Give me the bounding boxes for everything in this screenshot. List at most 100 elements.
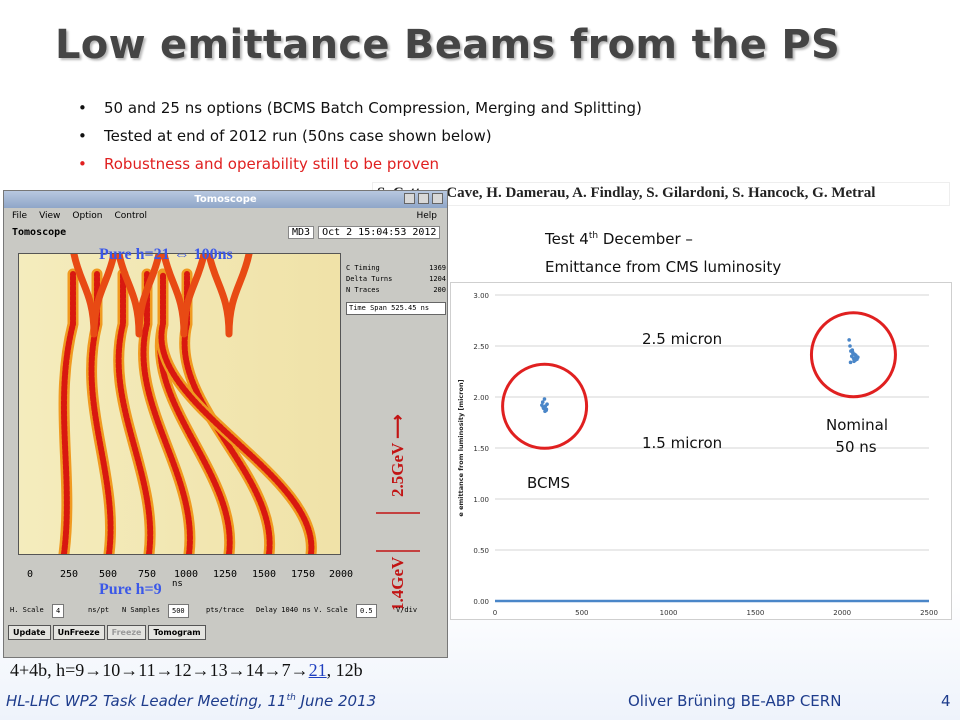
footer-left-post: June 2013 [295,692,377,710]
info-row: C Timing 1369 [346,263,446,274]
timestamp-field: Oct 2 15:04:53 2012 [318,226,441,239]
info-panel: C Timing 1369 Delta Turns 1204 N Traces 200… [346,263,446,315]
trace-core [61,271,76,557]
maximize-icon[interactable] [418,193,429,204]
x-tick-label: 500 [575,609,588,617]
menu-file[interactable]: File [12,211,28,221]
y-tick-label: 1.50 [473,445,489,453]
h-scale-select[interactable]: 4 [52,604,65,618]
annotation-lower: 1.5 micron [642,434,723,452]
sequence-link[interactable]: 21 [308,660,327,680]
annotation-nominal-line1: Nominal [826,416,889,434]
footer-left-sup: th [286,693,296,703]
annotation-nominal: Nominal 50 ns [826,416,889,456]
trace-core [115,271,154,557]
test-title-post: December – [598,230,693,248]
trace-core [140,271,193,557]
x-tick: 2000 [328,569,354,580]
sequence-text: 4+4b, h=9→10→11→12→13→14→7→ [10,660,309,680]
x-tick: 0 [26,569,34,580]
tomogram-plot [18,250,341,560]
trace-core [88,271,114,557]
gev-markers [376,512,420,552]
y-tick-label: 0.50 [473,547,489,555]
v-scale-select[interactable]: 0.5 [356,604,377,618]
trace-fork [70,250,118,338]
n-samples-label: N Samples [122,606,160,614]
info-label: C Timing [346,264,380,272]
annotation-bcms: BCMS [527,474,570,492]
scatter-point [848,360,853,365]
footer: HL-LHC WP2 Task Leader Meeting, 11th Jun… [0,692,960,720]
scatter-point [852,359,856,364]
y-tick-label: 1.00 [473,496,489,504]
info-value: 1204 [429,275,446,283]
gev-25-label: 2.5GeV ⟶ [388,414,407,497]
delay-readout: Delay 1040 ns [256,606,311,614]
window-titlebar[interactable]: Tomoscope [4,191,447,208]
y-tick-label: 3.00 [473,292,489,300]
md-field[interactable]: MD3 [288,226,315,239]
chart-svg: 0.00 0.50 1.00 1.50 2.00 2.50 3.00 0 500 1000 1500… [457,292,938,631]
scatter-point [848,344,852,348]
menu-option[interactable]: Option [72,211,103,221]
emittance-chart: 0.00 0.50 1.00 1.50 2.00 2.50 3.00 0 500 1000 1500… [450,282,952,631]
scatter-point [853,353,858,357]
pure-h21-label: Pure h=21 ⇔ 100ns [99,246,233,263]
x-tick: 500 [98,569,118,580]
annotation-upper: 2.5 micron [642,330,723,348]
scatter-point [544,407,549,412]
window-title: Tomoscope [194,194,257,205]
annotation-nominal-line2: 50 ns [835,438,877,456]
scatter-point [852,356,857,361]
bullet-item: Tested at end of 2012 run (50ns case sho… [78,124,642,152]
v-scale-label: V. Scale [314,606,348,614]
footer-author: Oliver Brüning BE-ABP CERN [628,692,842,710]
n-samples-select[interactable]: 500 [168,604,189,618]
x-tick: 750 [137,569,157,580]
trace-fork [205,250,253,338]
minimize-icon[interactable] [404,193,415,204]
x-tick-label: 2500 [920,609,938,617]
y-tick-label: 0.00 [473,598,489,606]
test-title: Test 4th December – Emittance from CMS l… [545,222,781,281]
footer-meeting: HL-LHC WP2 Task Leader Meeting, 11th Jun… [6,692,376,710]
menu-view[interactable]: View [39,211,61,221]
x-tick-label: 1000 [660,609,678,617]
unfreeze-button[interactable]: UnFreeze [52,625,105,640]
y-tick-label: 2.00 [473,394,489,402]
x-tick-label: 0 [493,609,497,617]
trace-fork [160,250,208,338]
test-title-line2: Emittance from CMS luminosity [545,258,782,276]
x-tick: 1500 [251,569,277,580]
bullet-list: 50 and 25 ns options (BCMS Batch Compres… [78,96,642,180]
update-button[interactable]: Update [8,625,51,640]
x-tick: 1000 [173,569,199,580]
sequence-end: , 12b [326,660,363,680]
info-value: 200 [433,286,446,294]
menubar: File View Option Control Help [4,208,447,225]
scatter-point [847,338,851,342]
page-number: 4 [941,692,951,710]
y-tick-label: 2.50 [473,343,489,351]
menu-help[interactable]: Help [416,211,437,221]
tomoscope-header: Tomoscope MD3 Oct 2 15:04:53 2012 [4,225,447,242]
n-samples-unit: pts/trace [206,606,244,614]
close-icon[interactable] [432,193,443,204]
tomogram-button[interactable]: Tomogram [148,625,206,640]
freeze-button[interactable]: Freeze [106,625,147,640]
time-span-field[interactable]: Time Span 525.45 ns [346,302,446,315]
info-row: Delta Turns 1204 [346,274,446,285]
pure-h9-label: Pure h=9 [99,581,162,598]
test-title-pre: Test 4 [545,230,589,248]
harmonic-sequence: 4+4b, h=9→10→11→12→13→14→7→21, 12b [10,660,363,681]
x-tick: 1750 [290,569,316,580]
scatter-point [545,402,549,406]
y-axis-label: e emittance from luminosity [micron] [457,379,465,516]
tomogram-xaxis: 0 250 500 750 1000 1250 1500 1750 2000 [18,569,353,583]
slide-title: Low emittance Beams from the PS [55,22,841,68]
x-tick-label: 1500 [746,609,764,617]
tomogram-xlabel: ns [172,579,183,589]
highlight-circle [501,362,589,450]
menu-control[interactable]: Control [114,211,148,221]
